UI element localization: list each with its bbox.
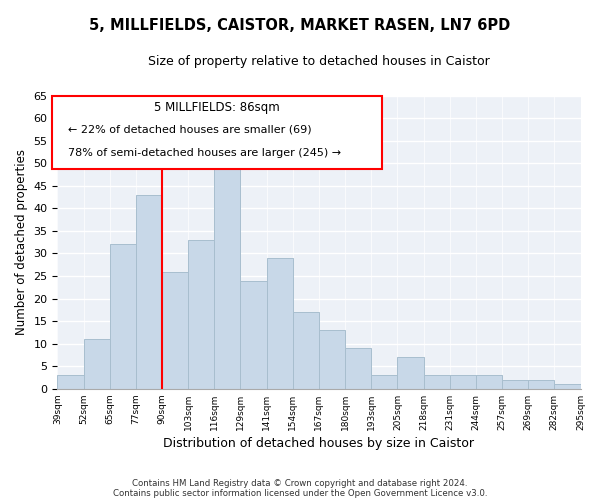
Bar bbox=[83, 339, 110, 389]
Bar bbox=[136, 195, 162, 389]
Y-axis label: Number of detached properties: Number of detached properties bbox=[15, 149, 28, 335]
Bar bbox=[397, 357, 424, 389]
Bar bbox=[319, 330, 345, 389]
Bar bbox=[241, 280, 266, 389]
Bar bbox=[424, 376, 450, 389]
Bar bbox=[58, 376, 83, 389]
Bar bbox=[371, 376, 397, 389]
Bar bbox=[293, 312, 319, 389]
Bar bbox=[110, 244, 136, 389]
Text: Contains HM Land Registry data © Crown copyright and database right 2024.: Contains HM Land Registry data © Crown c… bbox=[132, 478, 468, 488]
Bar bbox=[450, 376, 476, 389]
FancyBboxPatch shape bbox=[52, 96, 382, 169]
Bar bbox=[266, 258, 293, 389]
Bar bbox=[554, 384, 581, 389]
Bar bbox=[476, 376, 502, 389]
Text: ← 22% of detached houses are smaller (69): ← 22% of detached houses are smaller (69… bbox=[68, 125, 311, 135]
X-axis label: Distribution of detached houses by size in Caistor: Distribution of detached houses by size … bbox=[163, 437, 475, 450]
Text: 5, MILLFIELDS, CAISTOR, MARKET RASEN, LN7 6PD: 5, MILLFIELDS, CAISTOR, MARKET RASEN, LN… bbox=[89, 18, 511, 32]
Title: Size of property relative to detached houses in Caistor: Size of property relative to detached ho… bbox=[148, 55, 490, 68]
Text: 5 MILLFIELDS: 86sqm: 5 MILLFIELDS: 86sqm bbox=[154, 102, 280, 114]
Bar bbox=[162, 272, 188, 389]
Bar bbox=[502, 380, 528, 389]
Text: Contains public sector information licensed under the Open Government Licence v3: Contains public sector information licen… bbox=[113, 488, 487, 498]
Bar bbox=[345, 348, 371, 389]
Text: 78% of semi-detached houses are larger (245) →: 78% of semi-detached houses are larger (… bbox=[68, 148, 341, 158]
Bar bbox=[528, 380, 554, 389]
Bar bbox=[214, 154, 241, 389]
Bar bbox=[188, 240, 214, 389]
